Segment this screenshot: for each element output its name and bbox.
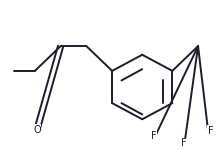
- Text: F: F: [151, 131, 156, 141]
- Text: F: F: [181, 138, 187, 148]
- Text: O: O: [33, 125, 41, 135]
- Text: F: F: [208, 126, 213, 135]
